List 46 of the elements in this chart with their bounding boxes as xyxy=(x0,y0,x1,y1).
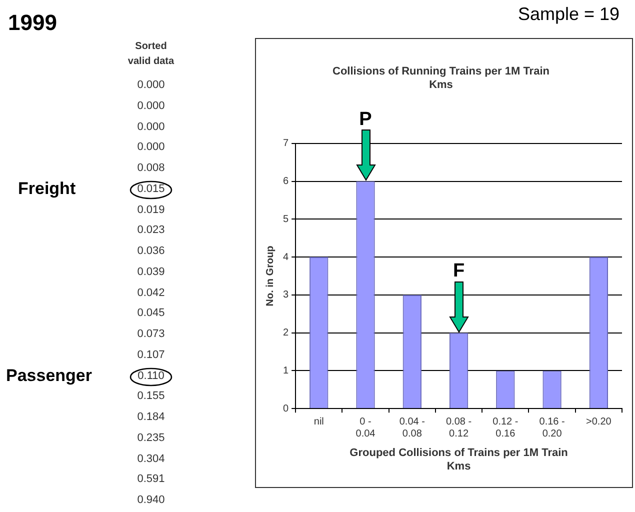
text: 0.155 xyxy=(136,390,166,402)
text: 0.039 xyxy=(136,266,166,278)
x-tick-label: 0.08 - 0.12 xyxy=(446,416,472,440)
text: 0.019 xyxy=(136,204,166,216)
annotation: P xyxy=(359,109,372,130)
y-tick-label: 0 xyxy=(283,403,289,414)
text: 0.000 xyxy=(136,100,166,112)
x-tick-label: 0 - 0.04 xyxy=(356,416,376,440)
text: 0.235 xyxy=(136,432,166,444)
y-tick-label: 5 xyxy=(283,214,289,225)
y-tick-label: 2 xyxy=(283,328,289,339)
text: 0.045 xyxy=(136,307,166,320)
text: 0.107 xyxy=(136,348,166,361)
text: 0.000 xyxy=(136,79,166,91)
text: 0.000 xyxy=(136,120,166,132)
text: 0.000 xyxy=(136,141,166,154)
annotation: F xyxy=(452,260,465,282)
chart-title: Collisions of Running Trains per 1M Train Kms xyxy=(332,66,550,91)
text: 0.036 xyxy=(136,245,166,257)
y-tick-label: 1 xyxy=(283,365,289,376)
y-tick-label: 4 xyxy=(283,252,289,263)
y-tick-label: 7 xyxy=(283,138,289,150)
text: 1999 xyxy=(8,10,57,36)
x-axis-title: Grouped Collisions of Trains per 1M Train Kms xyxy=(350,447,568,472)
x-tick-label: 0.16 - 0.20 xyxy=(539,416,565,440)
x-tick-label: >0.20 xyxy=(586,416,612,428)
x-tick-label: 0.04 - 0.08 xyxy=(399,416,425,440)
x-tick-label: nil xyxy=(314,416,324,428)
text: 0.008 xyxy=(136,162,166,174)
text: Freight xyxy=(18,178,76,199)
text: 0.042 xyxy=(136,286,166,298)
y-tick-label: 6 xyxy=(283,176,289,188)
text: 0.184 xyxy=(136,411,166,423)
text: 0.591 xyxy=(136,473,166,486)
text: Sorted valid data xyxy=(126,40,176,69)
y-axis-title: No. in Group xyxy=(264,246,276,306)
text: 0.304 xyxy=(136,452,166,464)
text: 0.023 xyxy=(136,224,166,236)
text: 0.940 xyxy=(136,494,166,506)
text: 0.073 xyxy=(136,328,166,340)
text: Sample = 19 xyxy=(518,4,620,25)
y-tick-label: 3 xyxy=(283,290,289,301)
x-tick-label: 0.12 - 0.16 xyxy=(492,416,518,440)
text: 0.015 xyxy=(136,182,166,195)
text: 0.110 xyxy=(136,370,166,382)
text: Passenger xyxy=(6,366,92,386)
